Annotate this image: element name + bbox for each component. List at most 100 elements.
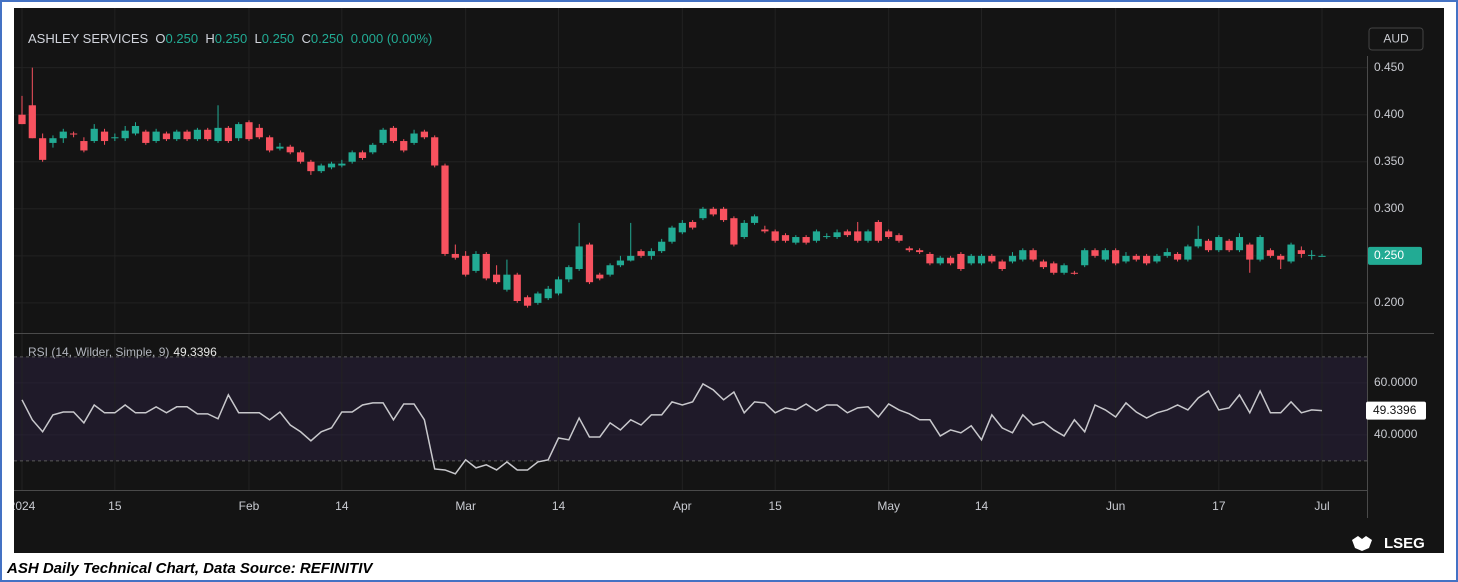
candle-body	[276, 146, 284, 149]
candle-body	[658, 241, 666, 252]
currency-box[interactable]	[1368, 27, 1424, 51]
candle-body	[523, 297, 532, 306]
candle-body	[131, 125, 140, 134]
candle-body	[854, 231, 862, 241]
candle-body	[977, 255, 986, 264]
candle-body	[482, 253, 490, 279]
candle-body	[1050, 263, 1058, 273]
candle-body	[1029, 250, 1037, 260]
candle-body	[781, 235, 790, 241]
candle-body	[338, 163, 346, 166]
caption: ASH Daily Technical Chart, Data Source: …	[7, 560, 373, 577]
x-tick-label: 15	[108, 499, 122, 513]
candle-body	[730, 218, 738, 245]
candle-body	[286, 146, 294, 153]
candle-body	[719, 208, 728, 221]
candle-body	[441, 165, 449, 254]
candle-body	[1163, 252, 1171, 256]
rsi-line	[21, 382, 1323, 475]
x-tick-label: Apr	[673, 499, 692, 513]
rsi-last-label: 49.3396	[1373, 403, 1417, 417]
ohlc-value: 0.250	[165, 31, 199, 46]
rsi-header: RSI (14, Wilder, Simple, 9) 49.3396	[28, 345, 217, 359]
candle-body	[420, 131, 428, 138]
candle-body	[1215, 237, 1223, 251]
candle-body	[565, 267, 573, 280]
rsi-band	[14, 356, 1367, 461]
logo: LSEG	[1384, 535, 1425, 552]
candle-body	[90, 128, 98, 142]
candle-body	[761, 229, 769, 232]
rsi-last-box	[1366, 401, 1426, 420]
symbol: ASHLEY SERVICES	[28, 31, 149, 46]
x-tick-label: 14	[975, 499, 989, 513]
candle-body	[689, 221, 697, 228]
candle-body	[585, 244, 594, 283]
x-tick-label: Feb	[239, 499, 260, 513]
rsi-value: 49.3396	[173, 345, 217, 359]
ohlc-value: 0.250	[261, 31, 295, 46]
candle-body	[255, 127, 263, 138]
plot: 2024 15 Feb 14 Mar 14 Apr 15 May 14 Jun 17 Jul	[14, 8, 1367, 513]
candle-body	[936, 257, 944, 264]
candle-body	[462, 255, 470, 275]
candle-body	[100, 131, 109, 142]
candle-body	[162, 133, 171, 140]
candle-body	[1081, 250, 1089, 266]
candle-body	[266, 137, 274, 151]
candle-body	[1070, 272, 1078, 274]
candle-body	[1266, 250, 1275, 256]
candle-body	[307, 161, 315, 172]
x-tick-label: Jul	[1314, 499, 1329, 513]
ohlc-value: 0.250	[310, 31, 344, 46]
candle-body	[1173, 253, 1182, 260]
x-tick-label: 14	[552, 499, 566, 513]
candle-body	[173, 131, 181, 140]
candle-body	[1256, 237, 1264, 260]
last-price-box	[1368, 246, 1422, 265]
x-tick-label: 17	[1212, 499, 1226, 513]
candle-body	[1122, 255, 1130, 262]
y-tick-label: 0.350	[1374, 154, 1404, 168]
candle-body	[864, 231, 872, 241]
candle-body	[503, 274, 511, 290]
rsi-tick-label: 60.0000	[1374, 375, 1418, 389]
candle-body	[678, 222, 686, 233]
candle-body	[296, 152, 305, 162]
candle-body	[389, 127, 398, 142]
candle-body	[1091, 250, 1099, 256]
candle-body	[235, 124, 243, 139]
candle-body	[606, 265, 614, 275]
x-tick-label: Jun	[1106, 499, 1125, 513]
candle-body	[554, 279, 563, 294]
y-tick-label: 0.450	[1374, 60, 1404, 74]
candle-body	[905, 248, 913, 251]
candle-body	[121, 130, 129, 139]
candle-body	[1112, 250, 1120, 264]
chart-background	[14, 8, 1444, 553]
candle-body	[916, 250, 924, 253]
candle-body	[967, 255, 975, 264]
candle-body	[400, 141, 408, 151]
candle-body	[637, 251, 645, 256]
candle-body	[183, 131, 191, 140]
candle-body	[1101, 250, 1109, 260]
candle-body	[59, 131, 67, 139]
candle-body	[317, 165, 325, 172]
candle-body	[18, 114, 26, 125]
candle-body	[895, 235, 903, 241]
last-price-label: 0.250	[1374, 248, 1404, 262]
candle-body	[647, 251, 655, 256]
candle-body	[823, 236, 831, 238]
candle-body	[1308, 254, 1316, 256]
candle-body	[472, 253, 480, 271]
candle-body	[843, 231, 852, 236]
candle-body	[224, 127, 232, 142]
candle-body	[1297, 250, 1305, 254]
candle-body	[926, 253, 934, 264]
candle-body	[627, 255, 635, 261]
ohlc-label: O	[155, 31, 166, 46]
